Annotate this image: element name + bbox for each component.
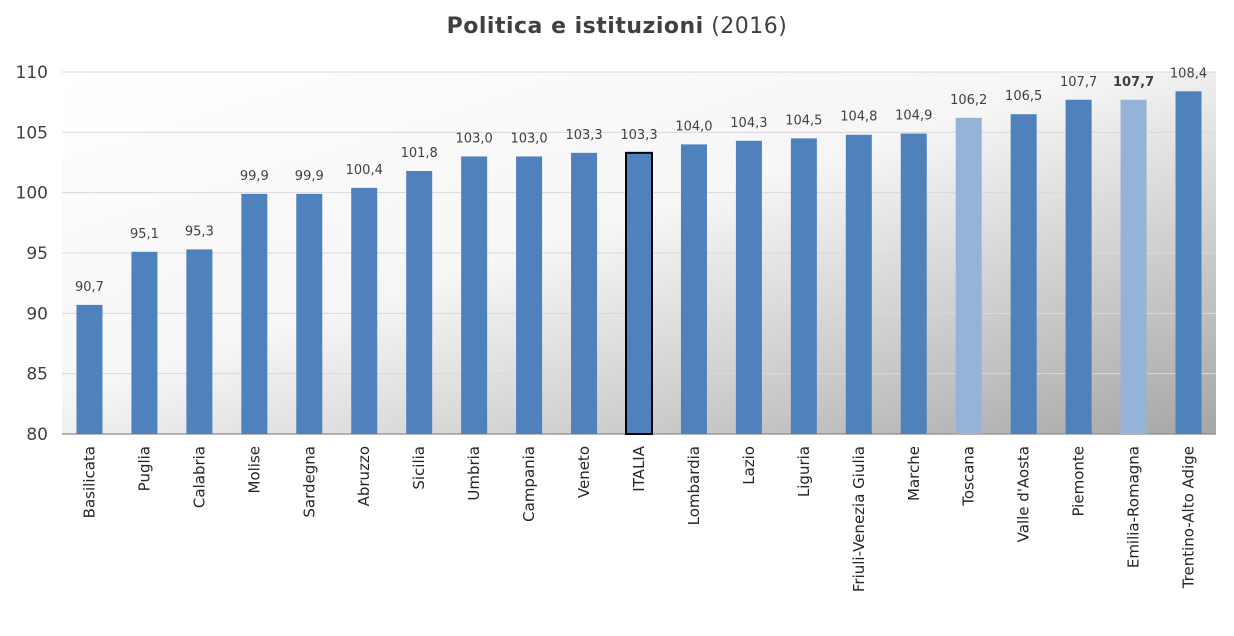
data-label: 104,8 xyxy=(840,110,877,125)
data-label: 95,1 xyxy=(130,227,159,242)
bar-puglia xyxy=(131,251,158,434)
category-label: Veneto xyxy=(575,446,593,498)
y-tick-label: 95 xyxy=(26,244,48,264)
chart-title-year: (2016) xyxy=(711,14,788,39)
category-label: ITALIA xyxy=(630,445,648,491)
data-label: 101,8 xyxy=(401,146,438,161)
category-label: Molise xyxy=(245,446,263,494)
bar-calabria xyxy=(186,249,213,434)
category-label: Lombardia xyxy=(685,446,703,525)
category-label: Friuli-Venezia Giulia xyxy=(850,446,868,592)
data-label: 103,0 xyxy=(510,131,547,146)
bar-italia xyxy=(625,151,653,435)
data-label: 103,3 xyxy=(565,128,602,143)
data-label: 100,4 xyxy=(346,163,383,178)
bar-friuli-venezia-giulia xyxy=(845,134,872,434)
y-tick-label: 90 xyxy=(26,304,48,324)
bar-marche xyxy=(900,133,927,435)
bars xyxy=(76,91,1202,435)
category-label: Trentino-Alto Adige xyxy=(1180,446,1198,589)
bar-lazio xyxy=(735,140,762,434)
data-label: 99,9 xyxy=(295,169,324,184)
category-label: Sicilia xyxy=(410,446,428,490)
bar-lombardia xyxy=(680,144,707,434)
data-label: 95,3 xyxy=(185,224,214,239)
category-label: Liguria xyxy=(795,446,813,497)
bar-sicilia xyxy=(406,170,433,435)
category-label: Sardegna xyxy=(300,446,318,518)
category-label: Abruzzo xyxy=(355,446,373,506)
data-label: 107,7 xyxy=(1060,75,1097,90)
category-label: Basilicata xyxy=(80,446,98,518)
data-label: 99,9 xyxy=(240,169,269,184)
bar-abruzzo xyxy=(351,187,378,434)
chart-title: Politica e istituzioni (2016) xyxy=(0,14,1234,39)
category-label: Valle d'Aosta xyxy=(1015,446,1033,542)
data-label: 106,5 xyxy=(1005,89,1042,104)
category-label: Puglia xyxy=(135,446,153,491)
data-label: 104,3 xyxy=(730,116,767,131)
data-label: 108,4 xyxy=(1170,66,1207,81)
data-label: 104,9 xyxy=(895,109,932,124)
category-label: Calabria xyxy=(190,446,208,508)
category-label: Piemonte xyxy=(1070,446,1088,517)
data-label: 103,0 xyxy=(456,131,493,146)
y-tick-label: 80 xyxy=(26,425,48,445)
category-label: Lazio xyxy=(740,446,758,485)
bar-trentino-alto-adige xyxy=(1175,91,1202,434)
bar-sardegna xyxy=(296,193,323,434)
bar-toscana xyxy=(955,117,982,434)
y-tick-label: 85 xyxy=(26,365,48,385)
bar-basilicata xyxy=(76,304,103,434)
bar-umbria xyxy=(461,156,488,434)
bar-veneto xyxy=(571,152,598,434)
y-tick-label: 105 xyxy=(16,123,48,143)
bar-emilia-romagna xyxy=(1120,99,1147,435)
category-labels: Basilicata Puglia Calabria Molise Sardegna Ab… xyxy=(80,445,1197,592)
y-tick-label: 110 xyxy=(16,63,48,83)
data-label: 104,0 xyxy=(675,119,712,134)
data-label: 90,7 xyxy=(75,280,104,295)
bar-piemonte xyxy=(1065,99,1092,435)
data-label: 107,7 xyxy=(1113,75,1154,90)
chart-title-main: Politica e istituzioni xyxy=(446,14,704,39)
y-axis: 80 85 90 95 100 105 110 xyxy=(16,63,48,445)
category-label: Toscana xyxy=(960,446,978,507)
data-label: 103,3 xyxy=(620,128,657,143)
bar-molise xyxy=(241,193,268,434)
data-label: 104,5 xyxy=(785,113,822,128)
bar-liguria xyxy=(790,138,817,434)
y-tick-label: 100 xyxy=(16,184,48,204)
category-label: Umbria xyxy=(465,446,483,501)
category-label: Campania xyxy=(520,446,538,522)
data-label: 106,2 xyxy=(950,93,987,108)
bar-valle-d-aosta xyxy=(1010,114,1037,434)
bar-campania xyxy=(516,156,543,434)
category-label: Marche xyxy=(905,446,923,501)
data-labels: 90,7 95,1 95,3 99,9 99,9 100,4 101,8 103,0 103,0… xyxy=(75,66,1207,295)
category-label: Emilia-Romagna xyxy=(1125,446,1143,568)
